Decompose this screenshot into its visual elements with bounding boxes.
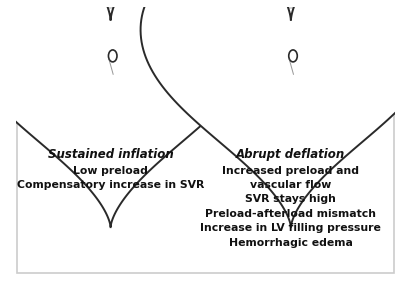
FancyBboxPatch shape <box>287 13 295 38</box>
Text: Low preload
Compensatory increase in SVR: Low preload Compensatory increase in SVR <box>17 166 204 190</box>
Ellipse shape <box>289 50 297 62</box>
FancyBboxPatch shape <box>107 13 114 38</box>
Ellipse shape <box>97 26 124 45</box>
FancyBboxPatch shape <box>17 8 394 273</box>
Polygon shape <box>140 0 400 227</box>
Text: Increased preload and
vascular flow
SVR stays high
Preload-afterload mismatch
In: Increased preload and vascular flow SVR … <box>200 166 381 248</box>
Text: Sustained inflation: Sustained inflation <box>48 148 174 161</box>
Ellipse shape <box>55 31 166 121</box>
Text: Abrupt deflation: Abrupt deflation <box>236 148 346 161</box>
Polygon shape <box>0 0 261 227</box>
Ellipse shape <box>235 31 346 121</box>
Ellipse shape <box>277 26 304 45</box>
Ellipse shape <box>108 50 117 62</box>
